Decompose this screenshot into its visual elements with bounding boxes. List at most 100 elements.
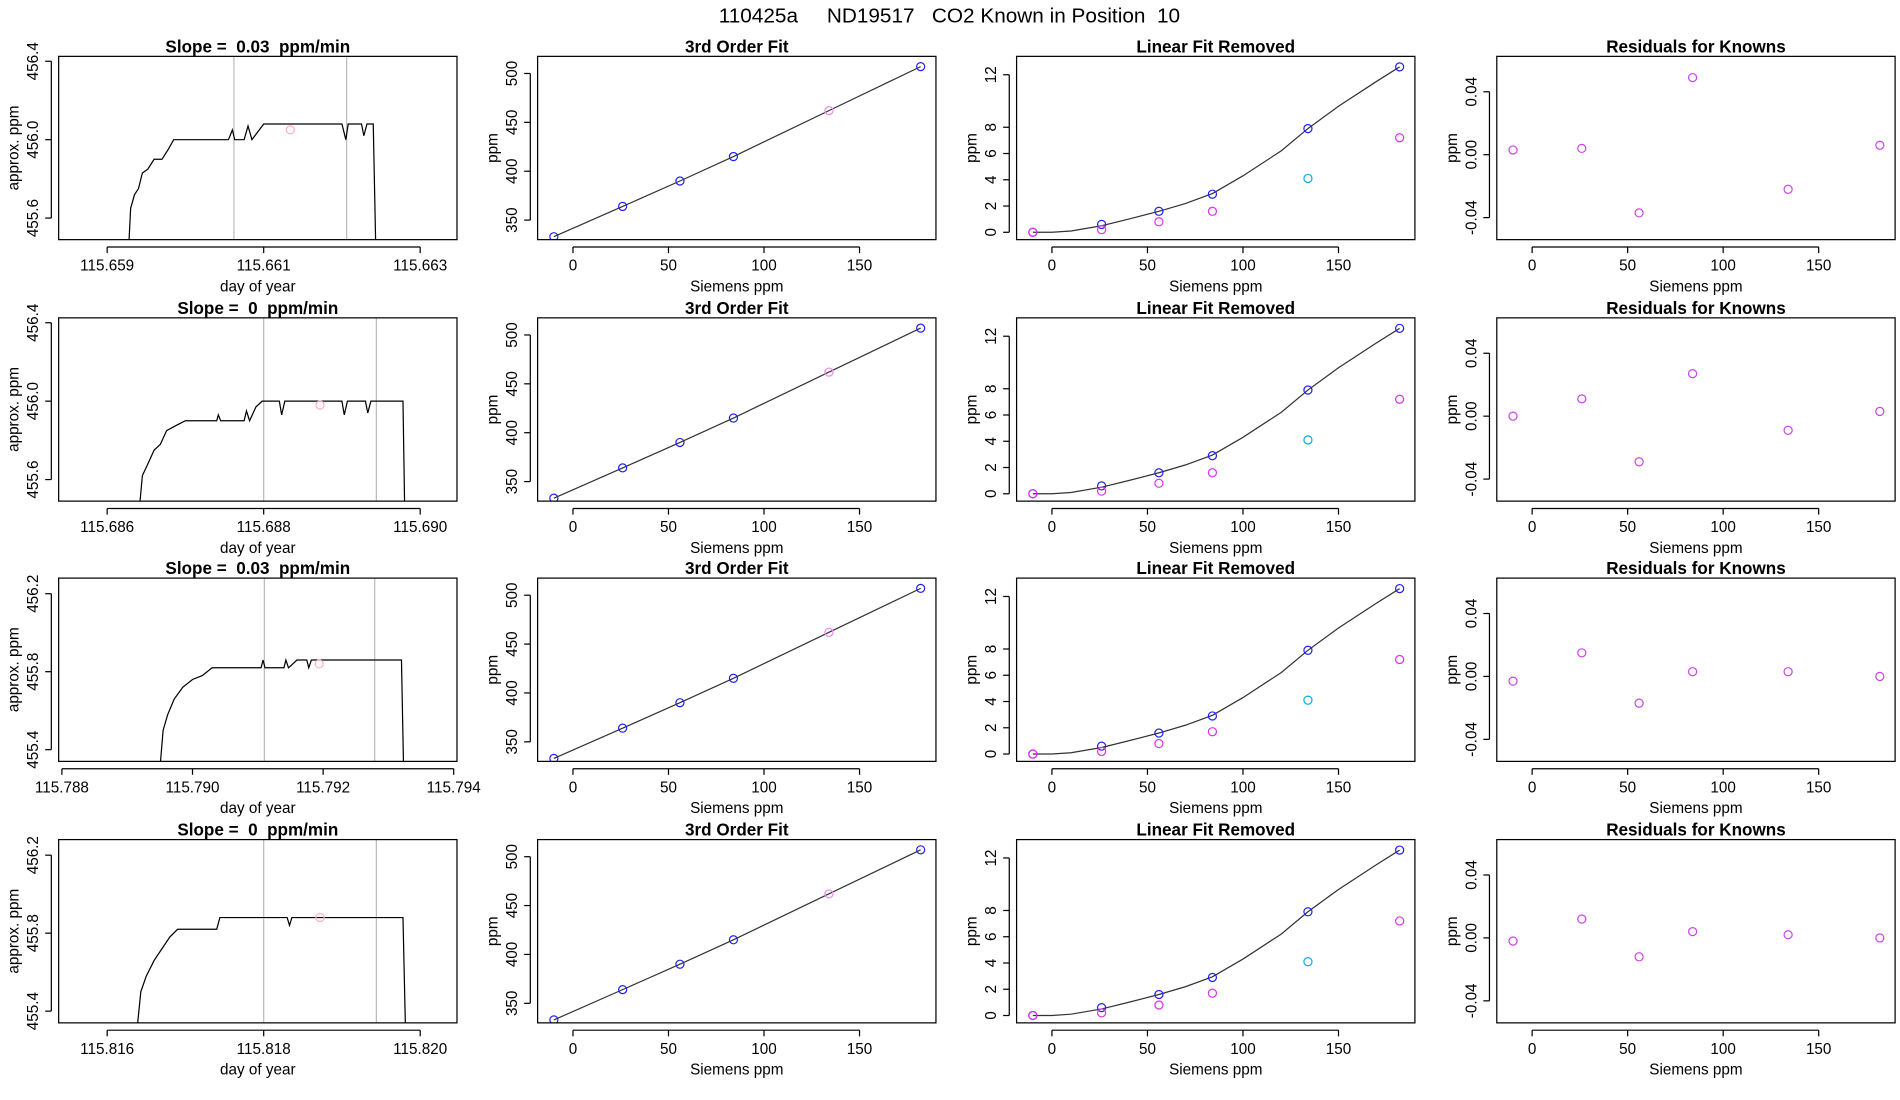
data-point	[617, 463, 628, 473]
data-point	[1207, 711, 1218, 721]
x-tick-label: 100	[751, 1041, 776, 1058]
data-point	[1154, 1000, 1164, 1010]
y-tick-label: 4	[983, 697, 1000, 706]
y-tick-label: -0.04	[1463, 200, 1480, 235]
plot-area	[1508, 914, 1885, 962]
y-tick-label: 4	[983, 437, 1000, 446]
panel-title: 3rd Order Fit	[685, 299, 789, 318]
y-tick-label: 350	[504, 469, 521, 494]
data-point	[1508, 145, 1518, 155]
x-tick-label: 0	[1528, 519, 1537, 536]
y-tick-label: 455.8	[25, 653, 42, 691]
data-point	[1096, 746, 1107, 757]
x-tick-label: 0	[569, 779, 578, 796]
data-point	[1634, 457, 1644, 467]
y-tick-label: 350	[504, 207, 521, 232]
x-tick-label: 100	[1710, 1041, 1735, 1058]
y-tick-label: 6	[983, 932, 1000, 941]
plot-area	[137, 839, 406, 1023]
data-point	[549, 232, 559, 240]
data-line	[159, 657, 405, 762]
data-line	[1032, 66, 1400, 233]
data-point	[1096, 486, 1107, 496]
plot-frame	[1496, 55, 1896, 241]
y-tick-label: 350	[504, 729, 521, 754]
data-point	[1028, 489, 1038, 499]
y-tick-label: 500	[504, 322, 521, 347]
panel-title: 3rd Order Fit	[685, 37, 789, 56]
y-axis-label: ppm	[1444, 916, 1461, 946]
y-axis-label: ppm	[485, 916, 502, 946]
x-tick-label: 50	[1619, 779, 1636, 796]
y-tick-label: 12	[983, 849, 1000, 866]
x-tick-label: 115.818	[237, 1041, 291, 1058]
plot-area	[159, 578, 405, 762]
data-point	[1028, 227, 1038, 237]
data-point	[1394, 916, 1405, 926]
x-tick-label: 150	[1326, 779, 1351, 796]
data-point	[1394, 845, 1405, 855]
y-tick-label: 4	[983, 175, 1000, 184]
data-point	[1394, 62, 1405, 72]
data-point	[1096, 481, 1107, 491]
y-tick-label: 6	[983, 411, 1000, 420]
data-point	[1207, 189, 1218, 199]
figure-title: 110425a ND19517 CO2 Known in Position 10	[719, 5, 1180, 28]
data-point	[1577, 914, 1587, 924]
y-tick-label: 500	[504, 61, 521, 86]
data-point	[1303, 123, 1313, 134]
x-tick-label: 150	[1326, 1041, 1351, 1058]
x-tick-label: 115.816	[80, 1041, 134, 1058]
data-point	[617, 723, 628, 733]
data-point	[1875, 406, 1885, 417]
y-tick-label: -0.04	[1463, 983, 1480, 1018]
data-point	[1154, 989, 1164, 1000]
data-point	[675, 437, 685, 448]
plot-area	[1028, 323, 1405, 499]
panel-title: Slope = 0.03 ppm/min	[165, 559, 350, 578]
y-tick-label: 500	[504, 582, 521, 607]
x-tick-label: 0	[569, 258, 578, 275]
x-tick-label: 50	[1139, 258, 1156, 275]
data-point	[1096, 741, 1107, 751]
y-tick-label: 456.0	[25, 121, 42, 159]
data-point	[675, 959, 685, 969]
data-point	[1154, 217, 1164, 227]
y-tick-label: 0.04	[1463, 338, 1480, 368]
data-point	[1096, 219, 1107, 230]
data-point	[916, 61, 926, 72]
x-tick-label: 100	[1710, 779, 1735, 796]
data-point	[1096, 1002, 1107, 1013]
x-axis-label: Siemens ppm	[1649, 1062, 1742, 1079]
x-tick-label: 0	[1048, 779, 1057, 796]
data-point	[1394, 583, 1405, 594]
y-axis-label: approx. ppm	[6, 627, 23, 712]
data-point	[675, 176, 685, 186]
y-tick-label: 456.2	[25, 836, 42, 874]
x-tick-label: 100	[1710, 258, 1735, 275]
x-tick-label: 115.820	[393, 1041, 447, 1058]
y-tick-label: 400	[504, 942, 521, 967]
y-tick-label: 456.0	[25, 382, 42, 420]
y-tick-label: 0	[983, 750, 1000, 759]
data-point	[1207, 206, 1218, 216]
y-tick-label: 12	[983, 328, 1000, 345]
plot-frame	[58, 317, 458, 502]
data-line	[553, 327, 921, 499]
x-tick-label: 50	[660, 1041, 677, 1058]
y-tick-label: 450	[504, 371, 521, 396]
data-line	[1032, 849, 1400, 1017]
x-tick-label: 50	[1619, 258, 1636, 275]
data-point	[1394, 394, 1405, 404]
x-tick-label: 0	[1528, 779, 1537, 796]
y-tick-label: 455.8	[25, 914, 42, 952]
panel-title: Linear Fit Removed	[1136, 299, 1295, 318]
data-point	[1687, 667, 1698, 677]
y-tick-label: 12	[983, 66, 1000, 83]
x-tick-label: 0	[569, 1041, 578, 1058]
x-tick-label: 50	[1139, 519, 1156, 536]
panel-title: Residuals for Knowns	[1606, 299, 1786, 318]
data-point	[824, 889, 834, 899]
panel-title: Residuals for Knowns	[1606, 821, 1786, 840]
x-tick-label: 150	[1806, 519, 1831, 536]
